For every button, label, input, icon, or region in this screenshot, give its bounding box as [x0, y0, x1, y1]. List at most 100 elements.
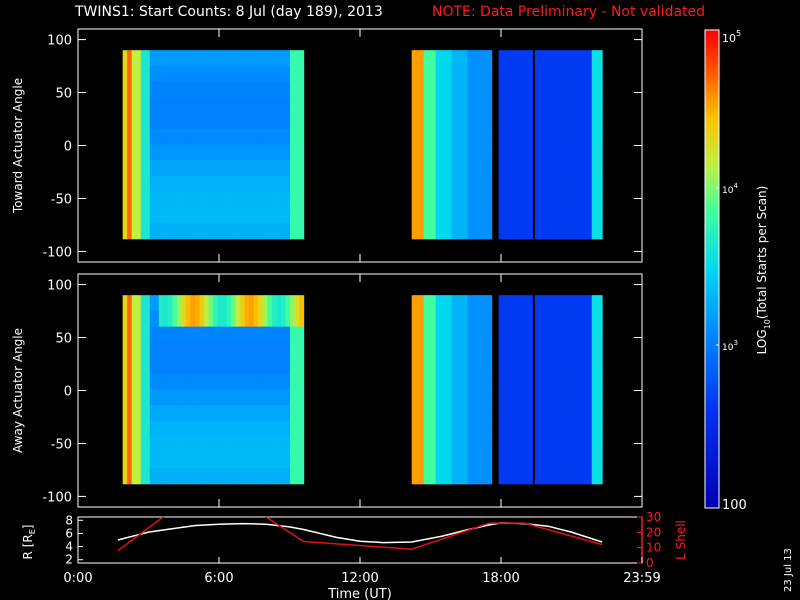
heatmap-cell [204, 175, 210, 193]
heatmap-cell [550, 65, 554, 83]
heatmap-cell [599, 389, 603, 406]
heatmap-cell [131, 128, 137, 146]
heatmap-cell [558, 144, 562, 161]
heatmap-cell [213, 326, 219, 343]
heatmap-cell [435, 358, 439, 375]
heatmap-cell [578, 389, 582, 406]
heatmap-cell [459, 389, 463, 406]
heatmap-cell [195, 342, 201, 359]
heatmap-cell [529, 295, 533, 312]
heatmap-cell [145, 65, 151, 83]
heatmap-cell [516, 420, 520, 438]
heatmap-cell [511, 50, 515, 67]
heatmap-cell [449, 81, 453, 98]
heatmap-cell [235, 326, 241, 343]
heatmap-cell [498, 144, 502, 161]
heatmap-cell [131, 207, 137, 224]
heatmap-cell [425, 65, 429, 83]
heatmap-cell [596, 191, 601, 208]
heatmap-cell [226, 358, 232, 375]
heatmap-cell [560, 467, 564, 485]
heatmap-cell [437, 295, 441, 312]
heatmap-cell [451, 342, 455, 359]
heatmap-cell [199, 50, 205, 67]
heatmap-cell [163, 222, 169, 240]
heatmap-cell [477, 191, 481, 208]
heatmap-cell [419, 144, 423, 161]
heatmap-cell [489, 160, 493, 177]
heatmap-cell [560, 436, 564, 453]
heatmap-cell [547, 113, 551, 130]
heatmap-cell [578, 113, 582, 130]
heatmap-cell [131, 81, 137, 98]
heatmap-cell [519, 65, 523, 83]
heatmap-cell [542, 358, 546, 375]
heatmap-cell [217, 50, 223, 67]
heatmap-cell [240, 389, 246, 406]
heatmap-cell [294, 50, 300, 67]
heatmap-cell [226, 326, 232, 343]
heatmap-cell [487, 420, 491, 438]
heatmap-cell [576, 373, 580, 391]
heatmap-cell [565, 160, 570, 177]
heatmap-cell [599, 128, 603, 146]
heatmap-cell [529, 113, 533, 130]
heatmap-cell [244, 358, 250, 375]
lshell-series-line [117, 517, 603, 552]
heatmap-cell [506, 326, 510, 343]
heatmap-cell [542, 191, 546, 208]
heatmap-cell [589, 50, 593, 67]
heatmap-cell [573, 342, 577, 359]
heatmap-cell [423, 295, 427, 312]
heatmap-cell [226, 389, 232, 406]
heatmap-cell [127, 50, 133, 67]
y-tick-label: 0 [64, 140, 72, 155]
y-tick-label: 50 [55, 332, 72, 347]
heatmap-cell [435, 65, 439, 83]
heatmap-cell [449, 50, 453, 67]
heatmap-cell [267, 128, 273, 146]
heatmap-cell [501, 373, 505, 391]
heatmap-cell [276, 326, 282, 343]
heatmap-cell [455, 191, 459, 208]
heatmap-cell [568, 50, 572, 67]
heatmap-cell [447, 295, 451, 312]
heatmap-cell [540, 128, 544, 146]
heatmap-cell [136, 436, 142, 453]
heatmap-cell [267, 81, 273, 98]
heatmap-cell [441, 326, 445, 343]
y-tick-label: 50 [55, 87, 72, 102]
heatmap-cell [172, 113, 178, 130]
heatmap-cell [576, 113, 580, 130]
heatmap-cell [568, 222, 572, 240]
heatmap-cell [514, 128, 518, 146]
heatmap-cell [290, 389, 296, 406]
heatmap-cell [421, 81, 425, 98]
heatmap-cell [433, 160, 437, 177]
heatmap-cell [545, 326, 549, 343]
heatmap-cell [172, 358, 178, 375]
heatmap-cell [498, 207, 502, 224]
heatmap-cell [451, 65, 455, 83]
heatmap-cell [508, 342, 513, 359]
heatmap-cell [503, 222, 508, 240]
heatmap-cell [453, 452, 457, 469]
heatmap-cell [190, 326, 196, 343]
heatmap-cell [176, 295, 183, 312]
heatmap-cell [411, 175, 415, 193]
heatmap-cell [167, 420, 174, 438]
heatmap-cell [294, 160, 300, 177]
heatmap-cell [419, 97, 423, 114]
heatmap-cell [163, 191, 169, 208]
heatmap-cell [127, 467, 133, 485]
heatmap-cell [253, 81, 259, 98]
heatmap-cell [145, 222, 151, 240]
heatmap-cell [550, 144, 554, 161]
heatmap-cell [473, 175, 477, 193]
heatmap-cell [140, 50, 146, 67]
heatmap-cell [485, 358, 489, 375]
heatmap-cell [262, 389, 269, 406]
heatmap-cell [578, 191, 582, 208]
heatmap-cell [267, 295, 273, 312]
heatmap-cell [550, 310, 554, 328]
